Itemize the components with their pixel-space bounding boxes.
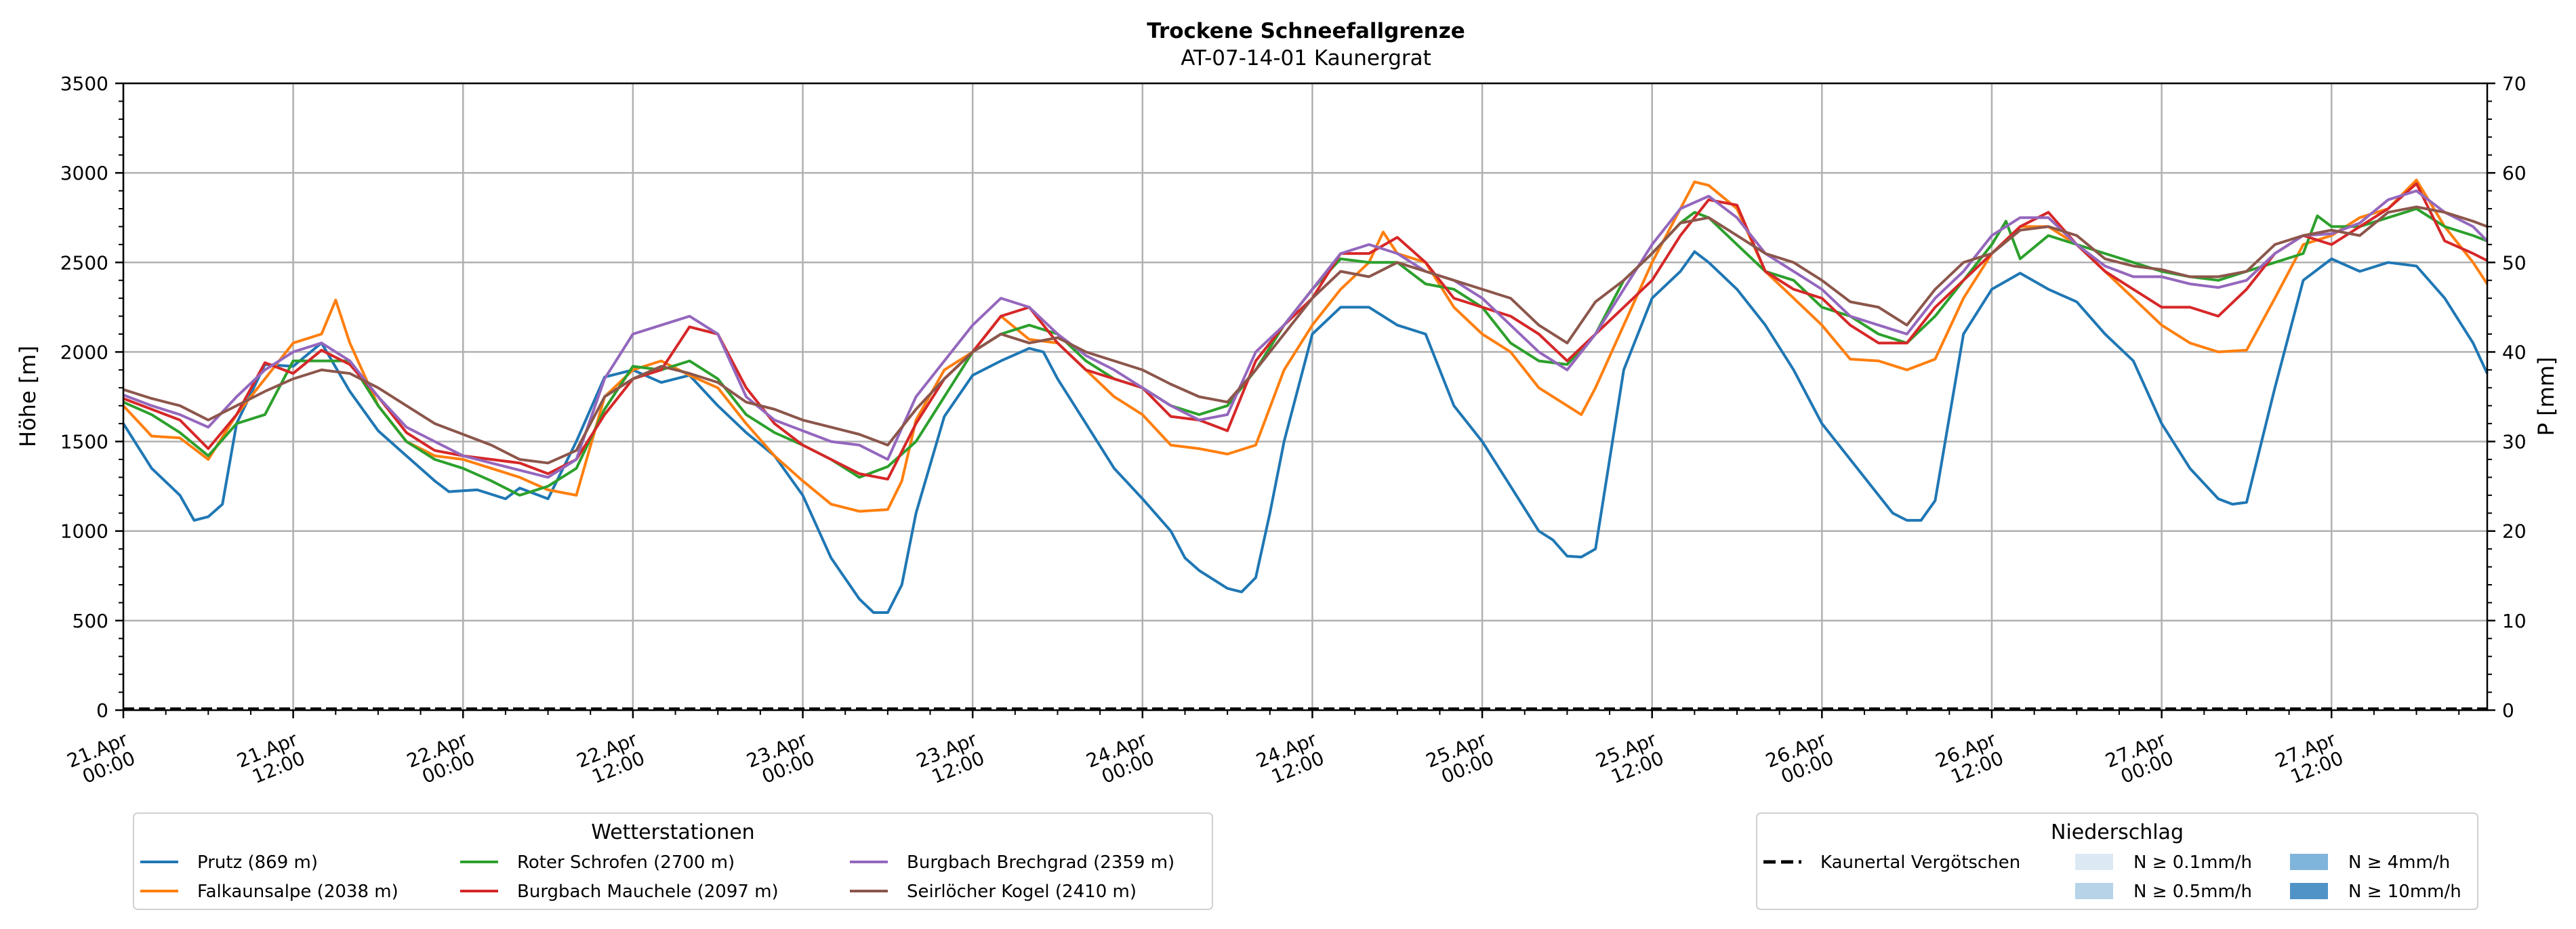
series-line-2 xyxy=(123,207,2488,497)
legend-stations-title: Wetterstationen xyxy=(591,821,754,844)
series-line-5 xyxy=(123,205,2488,465)
legend-precip-patch-label: N ≥ 0.1mm/h xyxy=(2133,852,2252,873)
series-line-1 xyxy=(122,178,2489,513)
y2-tick-label: 10 xyxy=(2502,610,2527,632)
legend-station-label: Falkaunsalpe (2038 m) xyxy=(197,882,398,902)
y2-tick-label: 50 xyxy=(2502,251,2527,274)
y2-axis-ticks: 0 10 20 30 40 50 60 70 xyxy=(2487,73,2527,722)
legend-station-label: Seirlöcher Kogel (2410 m) xyxy=(907,882,1137,902)
y2-axis-label: P [mm] xyxy=(2533,357,2559,436)
y-axis-ticks: 0 500 1000 1500 2000 2500 3000 3500 xyxy=(60,73,123,722)
legend-station-label: Burgbach Brechgrad (2359 m) xyxy=(907,852,1174,873)
y-tick-label: 1000 xyxy=(60,520,108,543)
y-tick-label: 3000 xyxy=(60,162,108,184)
legend-precip-patch-label: N ≥ 0.5mm/h xyxy=(2133,882,2252,902)
grid-lines xyxy=(122,82,2487,711)
legend-precipitation: Niederschlag Kaunertal Vergötschen N ≥ 0… xyxy=(1756,812,2478,910)
legend-precip-patch xyxy=(2290,854,2328,870)
legend-station-label: Prutz (869 m) xyxy=(197,852,318,873)
legend-station-label: Burgbach Mauchele (2097 m) xyxy=(517,882,779,902)
y2-tick-label: 0 xyxy=(2502,699,2514,722)
plot-area-frame xyxy=(122,82,2489,711)
chart-title: Trockene Schneefallgrenze xyxy=(1147,19,1465,43)
legend-precip-line-label: Kaunertal Vergötschen xyxy=(1820,852,2020,873)
y-tick-label: 2000 xyxy=(60,341,108,363)
chart-subtitle: AT-07-14-01 Kaunergrat xyxy=(1181,46,1431,70)
legend-precip-title: Niederschlag xyxy=(2051,821,2184,844)
y-tick-label: 2500 xyxy=(60,251,108,274)
legend-precip-patch-label: N ≥ 10mm/h xyxy=(2348,882,2461,902)
y-axis-label: Höhe [m] xyxy=(15,346,41,447)
legend-precip-patch xyxy=(2075,854,2113,870)
y2-tick-label: 30 xyxy=(2502,431,2527,453)
legend-precip-patch-label: N ≥ 4mm/h xyxy=(2348,852,2450,873)
y-tick-label: 500 xyxy=(73,610,108,632)
legend-precip-patch xyxy=(2075,883,2113,899)
station-lines xyxy=(122,178,2489,614)
legend-precip-patch xyxy=(2290,883,2328,899)
y2-tick-label: 20 xyxy=(2502,520,2527,543)
y2-tick-label: 40 xyxy=(2502,341,2527,363)
series-line-3 xyxy=(123,182,2488,481)
legend-station-label: Roter Schrofen (2700 m) xyxy=(517,852,735,873)
series-line-4 xyxy=(123,189,2489,479)
y2-tick-label: 60 xyxy=(2502,162,2527,184)
y-tick-label: 0 xyxy=(96,699,108,722)
legend-stations: Wetterstationen Prutz (869 m) Falkaunsalp… xyxy=(133,812,1213,910)
y-tick-label: 3500 xyxy=(60,73,108,95)
y-tick-label: 1500 xyxy=(60,431,108,453)
y2-tick-label: 70 xyxy=(2502,73,2527,95)
legend-stations-frame xyxy=(133,812,1213,910)
